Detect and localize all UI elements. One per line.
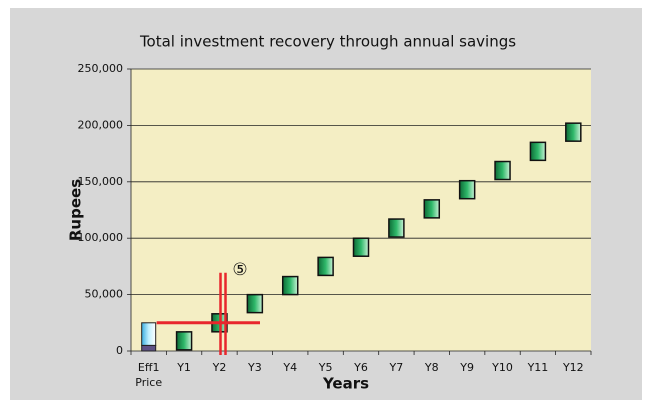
x-tick-label: Y5 [318, 361, 333, 374]
x-tick-label-line: Y7 [389, 361, 404, 374]
y-tick-label: 50,000 [85, 288, 124, 301]
marker [281, 275, 299, 296]
marker [458, 179, 476, 200]
x-tick-label-line: Y8 [424, 361, 439, 374]
x-tick-label: Y9 [459, 361, 474, 374]
x-tick-label-line: Y2 [212, 361, 227, 374]
x-tick-label: Y11 [527, 361, 549, 374]
x-tick-label: Y6 [353, 361, 368, 374]
x-tick-label: Y4 [282, 361, 297, 374]
y-tick-label: 250,000 [78, 62, 124, 75]
x-axis-label: Years [322, 375, 369, 393]
marker [317, 256, 334, 277]
x-tick-label-line: Y9 [459, 361, 474, 374]
y-axis-label: Rupees [67, 179, 85, 241]
marker [388, 218, 405, 238]
price-bar-segment [141, 344, 157, 352]
x-tick-label: Y2 [212, 361, 227, 374]
x-tick-label-line: Y5 [318, 361, 333, 374]
x-tick-label-line: Price [135, 376, 162, 389]
marker [423, 199, 441, 219]
x-tick-label: Y7 [389, 361, 404, 374]
marker [175, 331, 193, 351]
marker [529, 141, 547, 162]
x-tick-label-line: Y4 [282, 361, 297, 374]
x-tick-label-line: Y6 [353, 361, 368, 374]
x-tick-label-line: Y3 [247, 361, 262, 374]
plot-area [131, 69, 591, 351]
x-tick-label-line: Y11 [527, 361, 549, 374]
marker [246, 293, 264, 314]
x-tick-label: Y12 [562, 361, 584, 374]
x-tick-label: Y3 [247, 361, 262, 374]
x-tick-label: Y10 [491, 361, 513, 374]
y-tick-label: 150,000 [78, 175, 124, 188]
chart-title: Total investment recovery through annual… [139, 33, 516, 51]
x-tick-label-line: Eff1 [138, 361, 160, 374]
x-tick-label-line: Y12 [562, 361, 584, 374]
x-tick-label-line: Y10 [491, 361, 513, 374]
y-tick-label: 100,000 [78, 231, 124, 244]
marker [565, 122, 582, 142]
x-tick-label-line: Y1 [176, 361, 191, 374]
y-tick-label: 200,000 [78, 118, 124, 131]
x-tick-label: Y1 [176, 361, 191, 374]
y-tick-label: 0 [116, 344, 123, 357]
price-bar-segment [141, 322, 157, 346]
payback-label: ⑤ [232, 260, 247, 280]
marker [494, 160, 511, 181]
marker [352, 237, 370, 257]
x-tick-label: Eff1 Price [135, 361, 162, 389]
x-tick-label: Y8 [424, 361, 439, 374]
